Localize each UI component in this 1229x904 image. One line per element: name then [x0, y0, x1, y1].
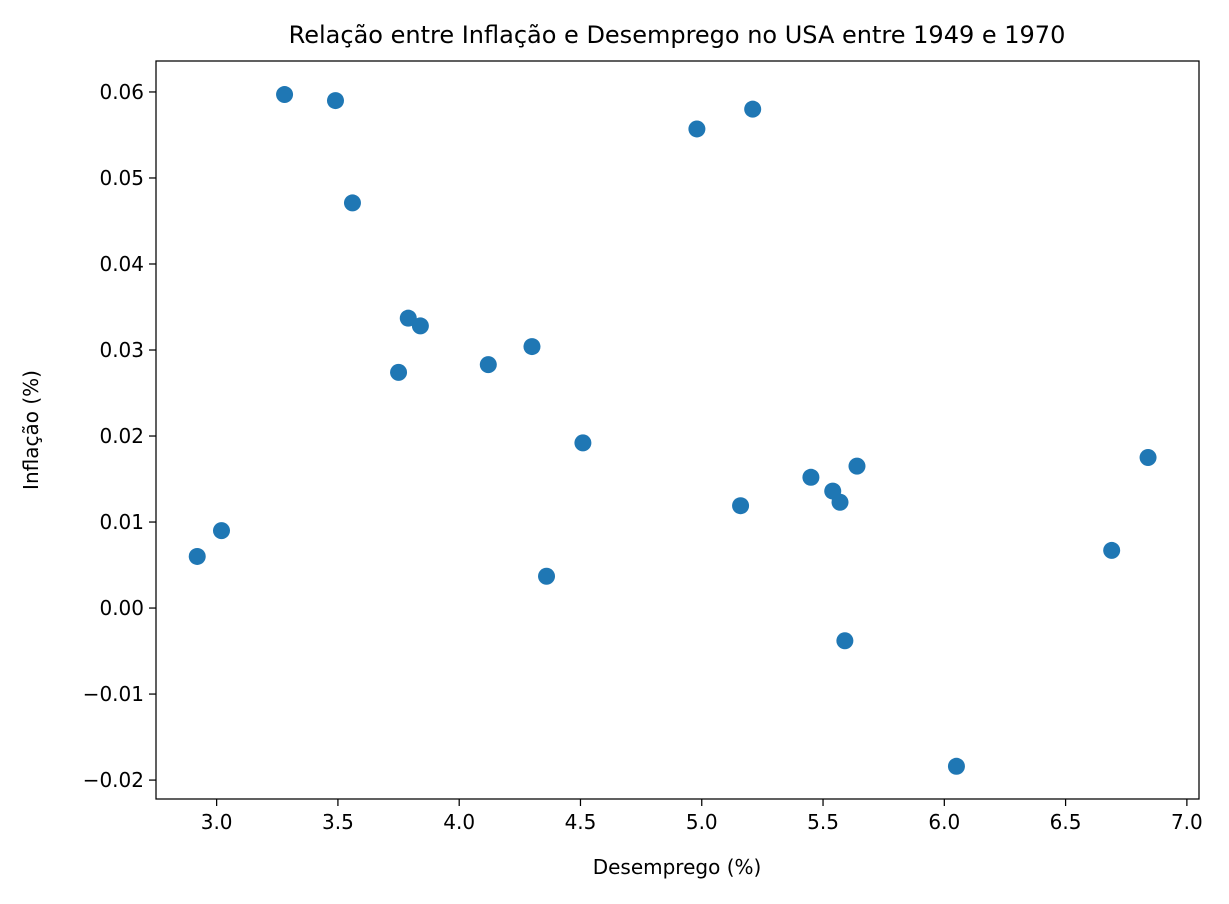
data-point-9 — [574, 434, 592, 452]
data-point-2 — [326, 92, 344, 110]
data-point-7 — [479, 356, 497, 374]
x-tick-label: 7.0 — [1171, 810, 1203, 834]
data-point-19 — [848, 457, 866, 475]
y-tick-label: 0.01 — [99, 510, 144, 534]
x-tick-label: 4.5 — [565, 810, 597, 834]
data-point-18 — [831, 493, 849, 511]
y-tick-label: −0.01 — [83, 682, 144, 706]
x-axis-ticks: 3.0 3.5 4.0 4.5 5.0 5.5 6.0 6.5 7.0 — [201, 799, 1203, 834]
x-tick-label: 5.0 — [686, 810, 718, 834]
data-point-5 — [411, 317, 429, 335]
y-tick-label: 0.00 — [99, 596, 144, 620]
data-point-21 — [947, 757, 965, 775]
data-point-22 — [1103, 541, 1121, 559]
chart-title: Relação entre Inflação e Desemprego no U… — [289, 21, 1066, 49]
data-point-20 — [836, 632, 854, 650]
y-axis-ticks: −0.02 −0.01 0.00 0.01 0.02 0.03 0.04 0.05 0.06 — [83, 80, 156, 792]
data-point-13 — [688, 120, 706, 138]
x-axis-label: Desemprego (%) — [593, 855, 762, 879]
y-tick-label: 0.04 — [99, 252, 144, 276]
y-tick-label: 0.03 — [99, 338, 144, 362]
y-tick-label: 0.06 — [99, 80, 144, 104]
y-tick-label: 0.02 — [99, 424, 144, 448]
data-point-8 — [523, 338, 541, 356]
data-point-12 — [538, 567, 556, 585]
x-tick-label: 6.0 — [928, 810, 960, 834]
data-point-23 — [1139, 449, 1157, 467]
data-point-10 — [188, 547, 206, 565]
data-points — [188, 86, 1157, 775]
data-point-4 — [399, 309, 417, 327]
y-axis-label: Inflação (%) — [19, 370, 43, 490]
x-tick-label: 5.5 — [807, 810, 839, 834]
data-point-15 — [732, 497, 750, 515]
plot-frame — [155, 60, 1200, 800]
data-point-16 — [802, 468, 820, 486]
data-point-11 — [212, 522, 230, 540]
data-point-6 — [390, 363, 408, 381]
x-tick-label: 3.5 — [322, 810, 354, 834]
x-tick-label: 4.0 — [443, 810, 475, 834]
x-tick-label: 3.0 — [201, 810, 233, 834]
data-point-14 — [744, 100, 762, 118]
y-tick-label: 0.05 — [99, 166, 144, 190]
y-tick-label: −0.02 — [83, 768, 144, 792]
data-point-1 — [276, 86, 294, 104]
x-tick-label: 6.5 — [1050, 810, 1082, 834]
data-point-3 — [343, 194, 361, 212]
